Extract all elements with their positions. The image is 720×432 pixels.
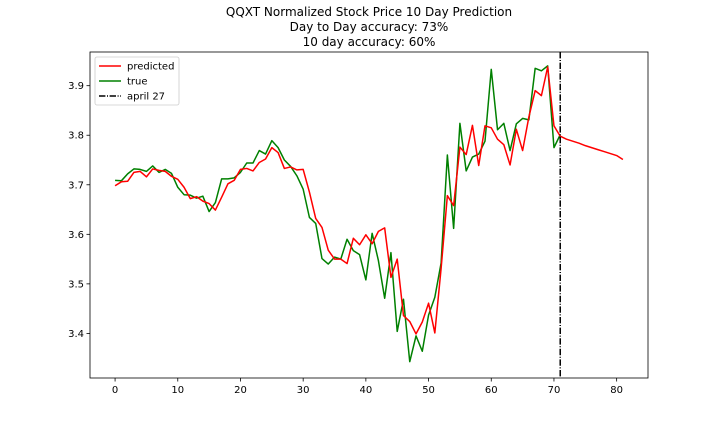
- title-line-1: QQXT Normalized Stock Price 10 Day Predi…: [226, 5, 512, 19]
- x-tick-label: 50: [422, 385, 435, 396]
- series-group: [114, 52, 624, 378]
- axes-frame: [89, 51, 649, 379]
- title-line-3: 10 day accuracy: 60%: [303, 35, 436, 49]
- x-tick-label: 10: [171, 385, 184, 396]
- y-axis: 3.4 3.5 3.6 3.7 3.8 3.9: [68, 81, 90, 340]
- legend-predicted-label: predicted: [127, 62, 174, 73]
- series-line-true: [115, 65, 561, 363]
- x-tick-label: 30: [297, 385, 310, 396]
- series-line-predicted: [114, 66, 624, 335]
- y-tick-label: 3.8: [68, 131, 84, 142]
- y-tick-label: 3.4: [68, 329, 84, 340]
- legend-vline-label: april 27: [127, 92, 165, 103]
- title-line-2: Day to Day accuracy: 73%: [290, 20, 449, 34]
- chart-title: QQXT Normalized Stock Price 10 Day Predi…: [226, 5, 512, 49]
- y-tick-label: 3.9: [68, 81, 84, 92]
- y-tick-label: 3.5: [68, 279, 84, 290]
- x-tick-label: 0: [112, 385, 118, 396]
- x-tick-label: 20: [234, 385, 247, 396]
- legend: predicted true april 27: [94, 56, 180, 106]
- y-tick-label: 3.7: [68, 180, 84, 191]
- legend-box: [94, 56, 180, 106]
- x-axis: 0 10 20 30 40 50 60 70 80: [112, 378, 623, 396]
- x-tick-label: 40: [359, 385, 372, 396]
- plot-area: [114, 52, 624, 378]
- x-tick-label: 60: [485, 385, 498, 396]
- legend-true-label: true: [127, 77, 148, 88]
- x-tick-label: 80: [610, 385, 623, 396]
- y-tick-label: 3.6: [68, 230, 84, 241]
- x-tick-label: 70: [548, 385, 561, 396]
